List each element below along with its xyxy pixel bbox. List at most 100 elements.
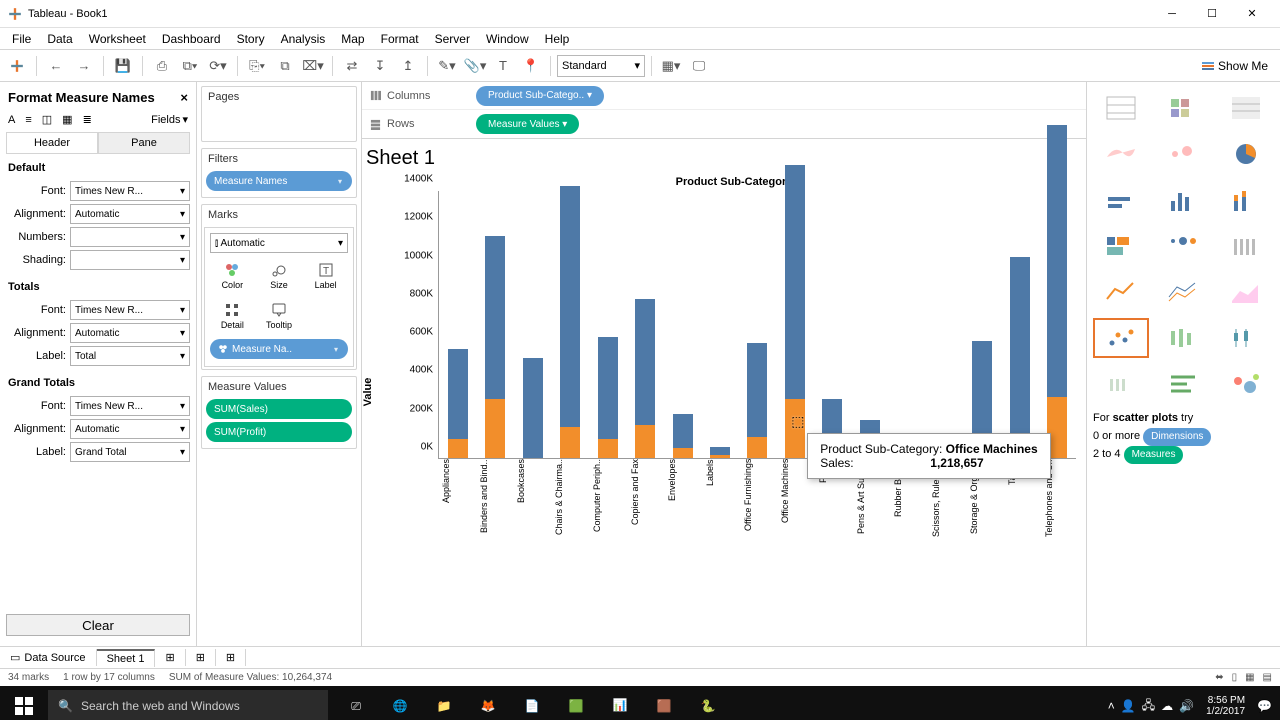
bar-col[interactable] bbox=[817, 399, 848, 458]
word-icon[interactable]: 📄 bbox=[510, 686, 554, 720]
new-worksheet-button[interactable]: ⎘▾ bbox=[244, 53, 270, 79]
showme-thumb-20[interactable] bbox=[1218, 364, 1274, 404]
menu-dashboard[interactable]: Dashboard bbox=[154, 30, 229, 48]
bar-col[interactable] bbox=[517, 358, 548, 458]
font-icon[interactable]: A bbox=[8, 114, 15, 126]
status-nav-icon[interactable]: ⬌ bbox=[1215, 672, 1223, 683]
explorer-icon[interactable]: 📁 bbox=[422, 686, 466, 720]
fmt-font[interactable]: Times New R...▾ bbox=[70, 181, 190, 201]
fmt-font[interactable]: Times New R...▾ bbox=[70, 300, 190, 320]
tray-notifications-icon[interactable]: 💬 bbox=[1257, 699, 1272, 713]
tray-onedrive-icon[interactable]: ☁ bbox=[1161, 699, 1173, 713]
rows-shelf[interactable]: Measure Values ▾ bbox=[472, 112, 1086, 137]
bar-col[interactable] bbox=[742, 343, 773, 458]
format-close-icon[interactable]: × bbox=[180, 90, 188, 105]
status-view3-icon[interactable]: ▤ bbox=[1263, 672, 1272, 683]
menu-story[interactable]: Story bbox=[229, 30, 273, 48]
new-story-tab[interactable]: ⊞ bbox=[216, 649, 246, 666]
refresh-button[interactable]: ⟳▾ bbox=[205, 53, 231, 79]
menu-analysis[interactable]: Analysis bbox=[273, 30, 334, 48]
bar-col[interactable] bbox=[554, 186, 585, 458]
tab-pane[interactable]: Pane bbox=[98, 132, 190, 153]
sheet-title[interactable]: Sheet 1 bbox=[362, 139, 1086, 172]
duplicate-button[interactable]: ⧉ bbox=[272, 53, 298, 79]
showme-thumb-18[interactable] bbox=[1093, 364, 1149, 404]
minimize-button[interactable]: ─ bbox=[1152, 2, 1192, 26]
fmt-alignment[interactable]: Automatic▾ bbox=[70, 204, 190, 224]
chart-area[interactable]: Product Sub-Category Value 0K200K400K600… bbox=[362, 172, 1086, 646]
showme-thumb-15[interactable] bbox=[1093, 318, 1149, 358]
marks-color-pill[interactable]: Measure Na..▾ bbox=[210, 339, 348, 359]
bar-col[interactable] bbox=[442, 349, 473, 458]
new-dashboard-tab[interactable]: ⊞ bbox=[186, 649, 216, 666]
taskview-icon[interactable]: ⎚ bbox=[334, 686, 378, 720]
maximize-button[interactable]: ☐ bbox=[1192, 2, 1232, 26]
showme-thumb-5[interactable] bbox=[1218, 134, 1274, 174]
menu-map[interactable]: Map bbox=[333, 30, 372, 48]
pause-button[interactable]: ⧉▾ bbox=[177, 53, 203, 79]
forward-button[interactable]: → bbox=[71, 53, 97, 79]
status-view1-icon[interactable]: ▯ bbox=[1232, 672, 1238, 683]
marks-color[interactable]: Color bbox=[210, 257, 255, 295]
data-source-tab[interactable]: ▭ Data Source bbox=[0, 649, 97, 666]
app2-icon[interactable]: 🟫 bbox=[642, 686, 686, 720]
status-view2-icon[interactable]: ▦ bbox=[1245, 672, 1254, 683]
fmt-label[interactable]: Total▾ bbox=[70, 346, 190, 366]
fmt-label[interactable]: Grand Total▾ bbox=[70, 442, 190, 462]
taskbar-clock[interactable]: 8:56 PM1/2/2017 bbox=[1200, 695, 1251, 717]
marks-tooltip[interactable]: Tooltip bbox=[257, 297, 302, 335]
start-button[interactable] bbox=[0, 686, 48, 720]
showme-thumb-11[interactable] bbox=[1218, 226, 1274, 266]
fields-dropdown[interactable]: Fields▾ bbox=[151, 113, 188, 126]
labels-button[interactable]: T bbox=[490, 53, 516, 79]
showme-thumb-7[interactable] bbox=[1155, 180, 1211, 220]
shade-icon[interactable]: ◫ bbox=[42, 113, 52, 126]
tab-header[interactable]: Header bbox=[6, 132, 98, 153]
bar-col[interactable] bbox=[629, 299, 660, 458]
close-button[interactable]: ✕ bbox=[1232, 2, 1272, 26]
showme-thumb-4[interactable] bbox=[1155, 134, 1211, 174]
menu-data[interactable]: Data bbox=[39, 30, 80, 48]
showme-thumb-13[interactable] bbox=[1155, 272, 1211, 312]
tray-up-icon[interactable]: ˄ bbox=[1108, 699, 1115, 713]
menu-format[interactable]: Format bbox=[373, 30, 427, 48]
save-button[interactable]: 💾 bbox=[110, 53, 136, 79]
showme-thumb-0[interactable] bbox=[1093, 88, 1149, 128]
bar-col[interactable] bbox=[892, 455, 923, 458]
border-icon[interactable]: ▦ bbox=[62, 113, 72, 126]
menu-server[interactable]: Server bbox=[427, 30, 478, 48]
clear-button[interactable]: ⌧▾ bbox=[300, 53, 326, 79]
bar-col[interactable] bbox=[592, 337, 623, 458]
columns-shelf[interactable]: Product Sub-Catego.. ▾ bbox=[472, 83, 1086, 108]
highlight-button[interactable]: ✎▾ bbox=[434, 53, 460, 79]
back-button[interactable]: ← bbox=[43, 53, 69, 79]
presentation-button[interactable]: 🖵 bbox=[686, 53, 712, 79]
showme-thumb-2[interactable] bbox=[1218, 88, 1274, 128]
showme-thumb-3[interactable] bbox=[1093, 134, 1149, 174]
pin-button[interactable]: 📍 bbox=[518, 53, 544, 79]
showme-thumb-6[interactable] bbox=[1093, 180, 1149, 220]
showme-thumb-12[interactable] bbox=[1093, 272, 1149, 312]
showme-thumb-9[interactable] bbox=[1093, 226, 1149, 266]
taskbar-search[interactable]: 🔍 Search the web and Windows bbox=[48, 690, 328, 720]
sort-desc-button[interactable]: ↥ bbox=[395, 53, 421, 79]
new-datasource-button[interactable]: ⎙ bbox=[149, 53, 175, 79]
showme-thumb-10[interactable] bbox=[1155, 226, 1211, 266]
swap-button[interactable]: ⇄ bbox=[339, 53, 365, 79]
tableau-task-icon[interactable]: 📊 bbox=[598, 686, 642, 720]
sort-asc-button[interactable]: ↧ bbox=[367, 53, 393, 79]
fmt-numbers[interactable]: ▾ bbox=[70, 227, 190, 247]
app1-icon[interactable]: 🟩 bbox=[554, 686, 598, 720]
marks-type-select[interactable]: ⫾ Automatic▾ bbox=[210, 233, 348, 253]
fit-selector[interactable]: Standard▾ bbox=[557, 55, 645, 77]
python-icon[interactable]: 🐍 bbox=[686, 686, 730, 720]
columns-pill[interactable]: Product Sub-Catego.. ▾ bbox=[476, 86, 604, 106]
marks-size[interactable]: Size bbox=[257, 257, 302, 295]
sheet-tab[interactable]: Sheet 1 bbox=[97, 649, 156, 667]
fmt-alignment[interactable]: Automatic▾ bbox=[70, 419, 190, 439]
showme-thumb-1[interactable] bbox=[1155, 88, 1211, 128]
tableau-icon[interactable] bbox=[4, 53, 30, 79]
filters-pill[interactable]: Measure Names▾ bbox=[206, 171, 352, 191]
mv-pill-0[interactable]: SUM(Sales) bbox=[206, 399, 352, 419]
mv-pill-1[interactable]: SUM(Profit) bbox=[206, 422, 352, 442]
